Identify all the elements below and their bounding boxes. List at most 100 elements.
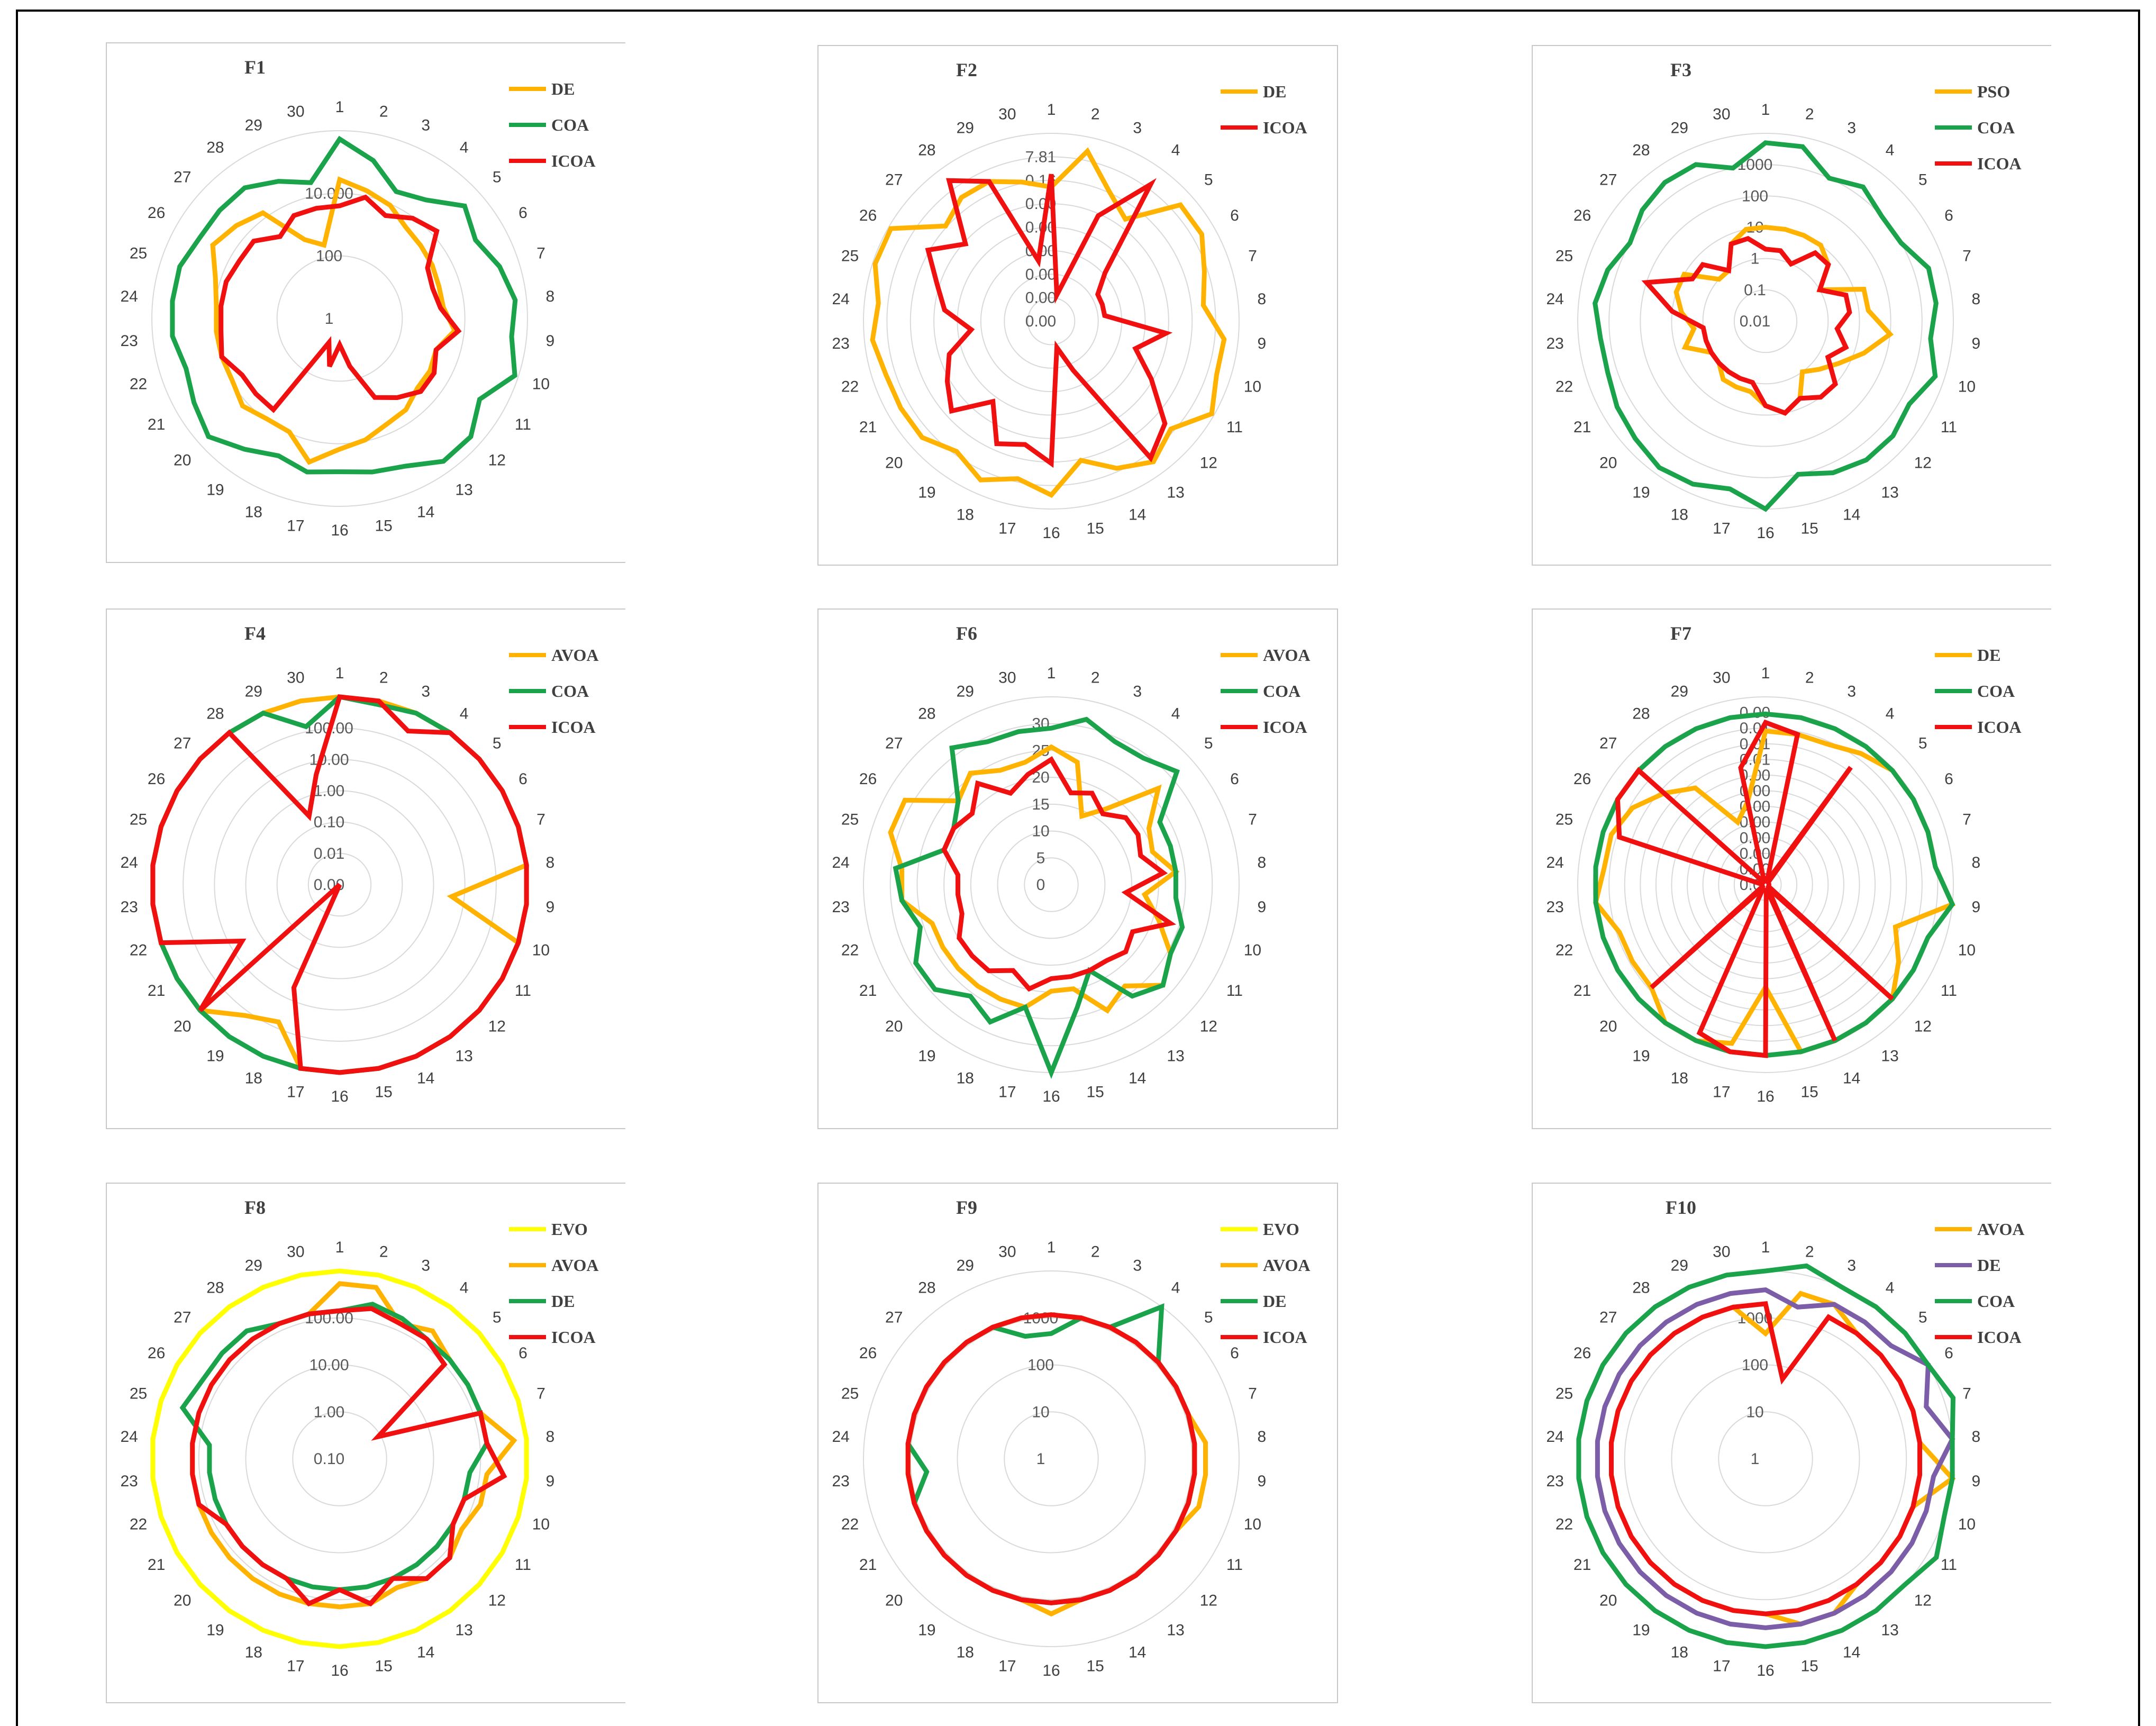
category-label: 19: [1632, 1048, 1650, 1065]
category-label: 20: [1599, 455, 1617, 472]
category-label: 8: [1971, 1428, 1980, 1446]
category-label: 17: [287, 517, 304, 534]
chart-title: F3: [1670, 59, 1691, 80]
category-label: 1: [1047, 665, 1056, 682]
category-label: 29: [245, 117, 262, 134]
legend-label: AVOA: [1263, 1255, 1311, 1275]
radar-chart: 0.000.000.000.000.000.000.000.000.010.01…: [1547, 665, 1981, 1105]
category-label: 26: [1573, 1345, 1591, 1362]
tick-label: 0.00: [1025, 266, 1056, 283]
radar-panel-f4: F4 0.00 0.01 0.10 1.00 10.00 100.00 1 2 3 4 5 6 7 8 9 10…: [106, 608, 625, 1129]
tick-label: 1: [1036, 1450, 1045, 1468]
category-label: 14: [1843, 1643, 1860, 1661]
series-line-icoa: [1641, 235, 1852, 416]
tick-label: 1.00: [314, 783, 344, 800]
grid-ring: [1624, 1317, 1907, 1601]
category-label: 27: [174, 168, 191, 186]
category-label: 8: [1257, 1428, 1266, 1446]
category-label: 13: [1881, 484, 1898, 502]
tick-label: 1: [325, 310, 334, 328]
category-label: 5: [493, 734, 502, 752]
category-label: 28: [918, 141, 935, 159]
legend-item: COA: [1935, 673, 2049, 709]
category-label: 29: [1671, 683, 1688, 701]
series-line-de: [210, 176, 458, 465]
legend-label: AVOA: [551, 645, 599, 665]
category-label: 25: [130, 1385, 147, 1402]
grid-ring: [214, 193, 466, 444]
category-label: 24: [121, 1428, 138, 1446]
legend-item: ICOA: [1221, 1319, 1334, 1355]
category-label: 30: [1713, 106, 1730, 123]
category-label: 11: [1226, 1556, 1243, 1574]
category-label: 19: [206, 1048, 224, 1065]
series-line-icoa: [1615, 719, 1894, 1058]
category-label: 4: [460, 705, 469, 722]
series-line-coa: [170, 135, 518, 475]
legend-swatch: [1935, 1299, 1972, 1303]
legend-swatch: [1935, 689, 1972, 693]
category-label: 27: [885, 171, 903, 188]
legend-item: AVOA: [1221, 1247, 1334, 1283]
series-line-icoa: [190, 1306, 507, 1607]
category-label: 14: [1129, 506, 1146, 523]
category-label: 17: [1713, 1657, 1730, 1675]
category-label: 11: [1226, 419, 1243, 436]
series-line-icoa: [1609, 1301, 1922, 1616]
category-label: 14: [1129, 1643, 1146, 1661]
legend-label: AVOA: [1263, 645, 1311, 665]
category-label: 1: [335, 98, 344, 116]
category-label: 30: [1713, 1243, 1730, 1261]
tick-label: 10.00: [309, 1357, 349, 1374]
legend-label: COA: [551, 681, 589, 701]
category-label: 3: [1133, 1257, 1142, 1275]
category-label: 24: [121, 854, 138, 871]
category-label: 26: [1573, 207, 1591, 224]
category-label: 7: [1248, 811, 1257, 828]
category-label: 13: [1167, 1048, 1184, 1065]
legend-label: DE: [1263, 1291, 1287, 1311]
category-label: 1: [1047, 101, 1056, 119]
category-label: 6: [518, 1345, 527, 1362]
category-label: 19: [918, 1622, 935, 1639]
legend-item: DE: [1935, 637, 2049, 673]
chart-title: F2: [956, 59, 977, 80]
category-label: 14: [417, 1069, 434, 1087]
category-label: 14: [1843, 1069, 1860, 1087]
category-label: 11: [1941, 1556, 1957, 1574]
category-label: 20: [1599, 1018, 1617, 1035]
category-label: 11: [1941, 982, 1957, 1000]
legend-swatch: [1935, 125, 1972, 130]
category-label: 17: [1713, 520, 1730, 537]
category-label: 20: [1599, 1592, 1617, 1610]
category-label: 6: [1230, 207, 1239, 224]
chart-title: F4: [244, 623, 266, 644]
category-label: 4: [460, 139, 469, 156]
category-label: 11: [515, 1556, 531, 1574]
grid-ring: [292, 1411, 387, 1506]
category-label: 16: [1042, 524, 1060, 542]
series-line-coa: [1576, 1263, 1956, 1649]
category-label: 2: [1091, 106, 1100, 123]
category-label: 22: [130, 942, 147, 959]
category-label: 21: [859, 419, 877, 436]
legend-swatch: [509, 87, 546, 91]
legend-item: COA: [509, 107, 623, 143]
category-label: 4: [1886, 705, 1895, 722]
category-label: 9: [545, 1473, 554, 1490]
category-label: 9: [545, 898, 554, 916]
legend-item: ICOA: [1221, 110, 1334, 146]
category-label: 23: [121, 332, 138, 350]
category-label: 2: [1805, 669, 1814, 687]
category-label: 12: [1914, 455, 1932, 472]
category-label: 6: [1944, 207, 1953, 224]
tick-label: 0.10: [314, 1450, 344, 1468]
category-label: 23: [832, 335, 850, 352]
category-label: 28: [206, 1279, 224, 1296]
category-label: 22: [130, 1516, 147, 1533]
legend-swatch: [509, 1263, 546, 1267]
legend-label: ICOA: [1977, 717, 2022, 737]
category-label: 16: [1757, 1662, 1774, 1679]
category-label: 29: [957, 1257, 974, 1275]
